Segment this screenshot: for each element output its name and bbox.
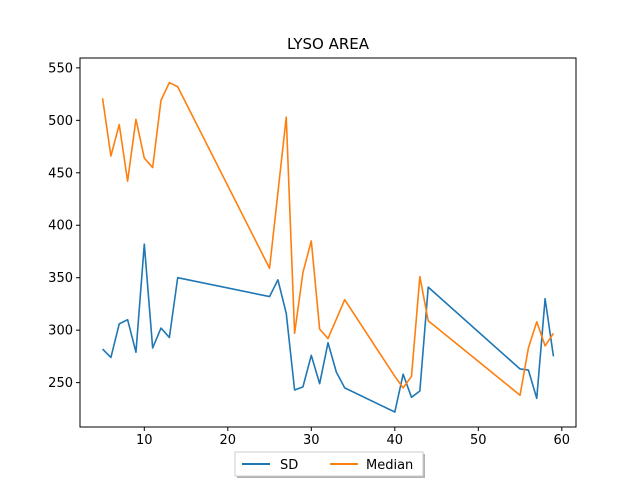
y-tick-label: 400 bbox=[48, 219, 73, 234]
x-tick-label: 10 bbox=[136, 433, 153, 448]
y-tick-label: 300 bbox=[48, 324, 73, 339]
x-tick-label: 40 bbox=[387, 433, 404, 448]
chart-title: LYSO AREA bbox=[287, 35, 370, 53]
legend-label-median: Median bbox=[366, 458, 413, 473]
x-tick-label: 20 bbox=[220, 433, 237, 448]
x-tick-label: 60 bbox=[554, 433, 571, 448]
series-line-median bbox=[101, 81, 555, 397]
axis-layer: 10 20 30 40 50 60 250 300 350 400 450 500 550 bbox=[48, 61, 570, 448]
legend-label-sd: SD bbox=[280, 458, 298, 473]
series-line-sd bbox=[101, 243, 555, 413]
x-tick-label: 50 bbox=[470, 433, 487, 448]
y-tick-label: 350 bbox=[48, 271, 73, 286]
plot-frame bbox=[79, 57, 577, 428]
x-tick-label: 30 bbox=[303, 433, 320, 448]
series-layer bbox=[101, 81, 555, 413]
y-tick-label: 550 bbox=[48, 61, 73, 76]
legend-box bbox=[234, 451, 424, 477]
legend: SD Median bbox=[234, 451, 425, 478]
y-tick-label: 250 bbox=[48, 376, 73, 391]
y-tick-label: 500 bbox=[48, 114, 73, 129]
y-tick-label: 450 bbox=[48, 166, 73, 181]
